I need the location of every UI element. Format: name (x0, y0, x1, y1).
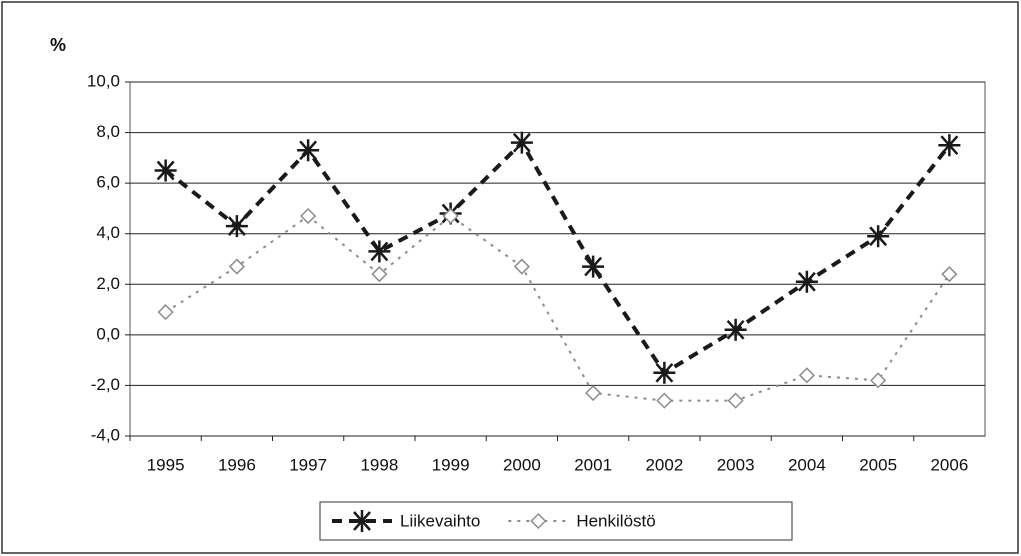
marker-diamond (530, 512, 547, 530)
x-tick-label: 2002 (645, 455, 683, 474)
marker-asterisk (351, 510, 373, 532)
series-line (164, 139, 951, 376)
marker-asterisk (867, 225, 890, 248)
y-tick-label: 0,0 (96, 324, 120, 343)
marker-asterisk (653, 361, 676, 384)
legend: Liikevaihto Henkilöstö (319, 501, 793, 541)
y-tick-label: 4,0 (96, 223, 120, 242)
marker-asterisk (297, 139, 320, 162)
marker-diamond (585, 384, 602, 402)
x-tick-label: 2001 (574, 455, 612, 474)
marker-diamond (727, 392, 744, 409)
y-tick-label: 2,0 (96, 274, 120, 293)
marker-asterisk (938, 134, 961, 157)
y-tick-label: 6,0 (96, 173, 120, 192)
marker-diamond (513, 258, 530, 275)
marker-diamond (798, 367, 815, 384)
x-tick-label: 2005 (859, 455, 897, 474)
marker-asterisk (724, 318, 747, 341)
y-tick-label: -4,0 (91, 425, 120, 444)
series-line (165, 214, 951, 402)
marker-diamond (228, 258, 245, 275)
marker-asterisk (154, 159, 177, 182)
legend-label: Henkilöstö (576, 511, 655, 530)
marker-diamond (157, 304, 174, 321)
y-tick-label: -2,0 (91, 375, 120, 394)
marker-asterisk (368, 240, 391, 263)
x-tick-label: 1997 (289, 455, 327, 474)
marker-asterisk (510, 131, 533, 154)
y-tick-label: 8,0 (96, 122, 120, 141)
legend-label: Liikevaihto (400, 511, 480, 530)
marker-diamond (656, 392, 673, 409)
x-tick-label: 2000 (503, 455, 541, 474)
marker-diamond (442, 207, 459, 225)
marker-diamond (870, 372, 887, 389)
x-tick-label: 1995 (147, 455, 185, 474)
marker-diamond (941, 266, 958, 283)
marker-asterisk (225, 215, 248, 238)
y-axis-label: % (50, 35, 66, 55)
x-tick-label: 2003 (717, 455, 755, 474)
x-tick-label: 1996 (218, 455, 256, 474)
x-tick-label: 2004 (788, 455, 826, 474)
marker-asterisk (582, 255, 605, 278)
x-tick-label: 2006 (930, 455, 968, 474)
y-tick-label: 10,0 (87, 71, 120, 90)
marker-diamond (300, 207, 317, 225)
marker-asterisk (795, 270, 818, 293)
x-tick-label: 1998 (360, 455, 398, 474)
x-tick-label: 1999 (432, 455, 470, 474)
plot-area (129, 81, 986, 437)
marker-diamond (371, 266, 388, 283)
